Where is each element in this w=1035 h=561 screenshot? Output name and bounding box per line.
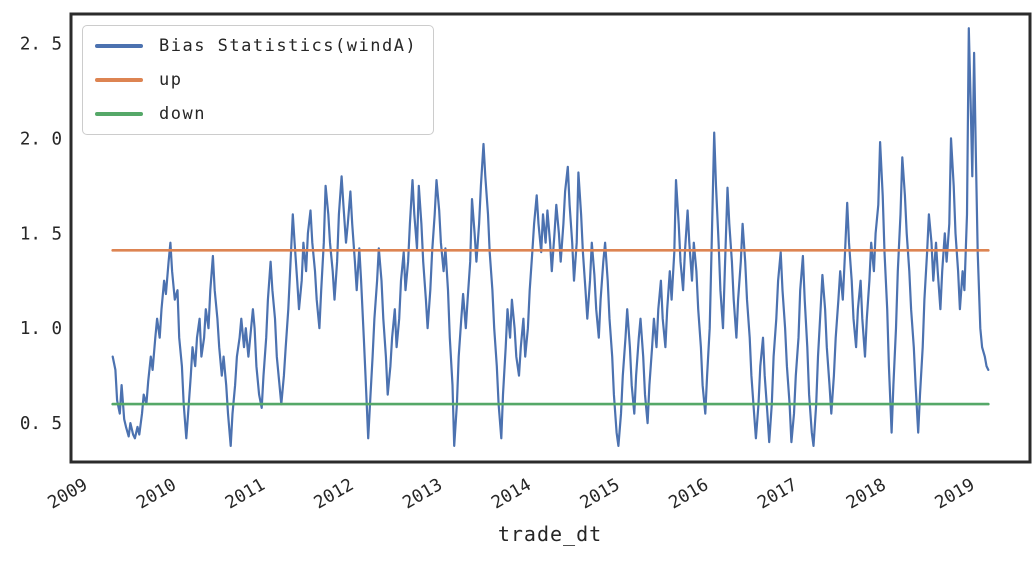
bias-series-line [111,27,990,447]
x-axis-label: trade_dt [497,522,603,546]
y-tick-label: 2. 0 [20,129,62,149]
x-tick-label: 2014 [488,475,535,513]
y-tick-label: 2. 5 [20,34,62,54]
legend-line-icon [95,78,143,82]
x-tick-label: 2011 [222,475,269,513]
legend-line-icon [95,112,143,116]
x-tick-label: 2018 [843,475,890,513]
legend: Bias Statistics(windA) up down [82,25,435,135]
x-tick-label: 2019 [932,475,979,513]
y-tick-label: 0. 5 [20,414,62,434]
x-tick-label: 2017 [754,475,801,513]
legend-item-bias-statistics: Bias Statistics(windA) [95,29,417,63]
x-tick-label: 2016 [666,475,713,513]
legend-item-up: up [95,63,417,97]
x-tick-label: 2013 [399,475,446,513]
legend-line-icon [95,44,143,48]
y-tick-label: 1. 5 [20,224,62,244]
x-tick-label: 2010 [133,475,180,513]
y-tick-label: 1. 0 [20,319,62,339]
legend-label: down [159,104,206,124]
legend-label: Bias Statistics(windA) [159,36,418,56]
plot-frame [69,12,1032,464]
x-tick-label: 2015 [577,475,624,513]
x-tick-label: 2009 [45,475,92,513]
legend-item-down: down [95,97,417,131]
x-tick-label: 2012 [311,475,358,513]
legend-label: up [159,70,183,90]
